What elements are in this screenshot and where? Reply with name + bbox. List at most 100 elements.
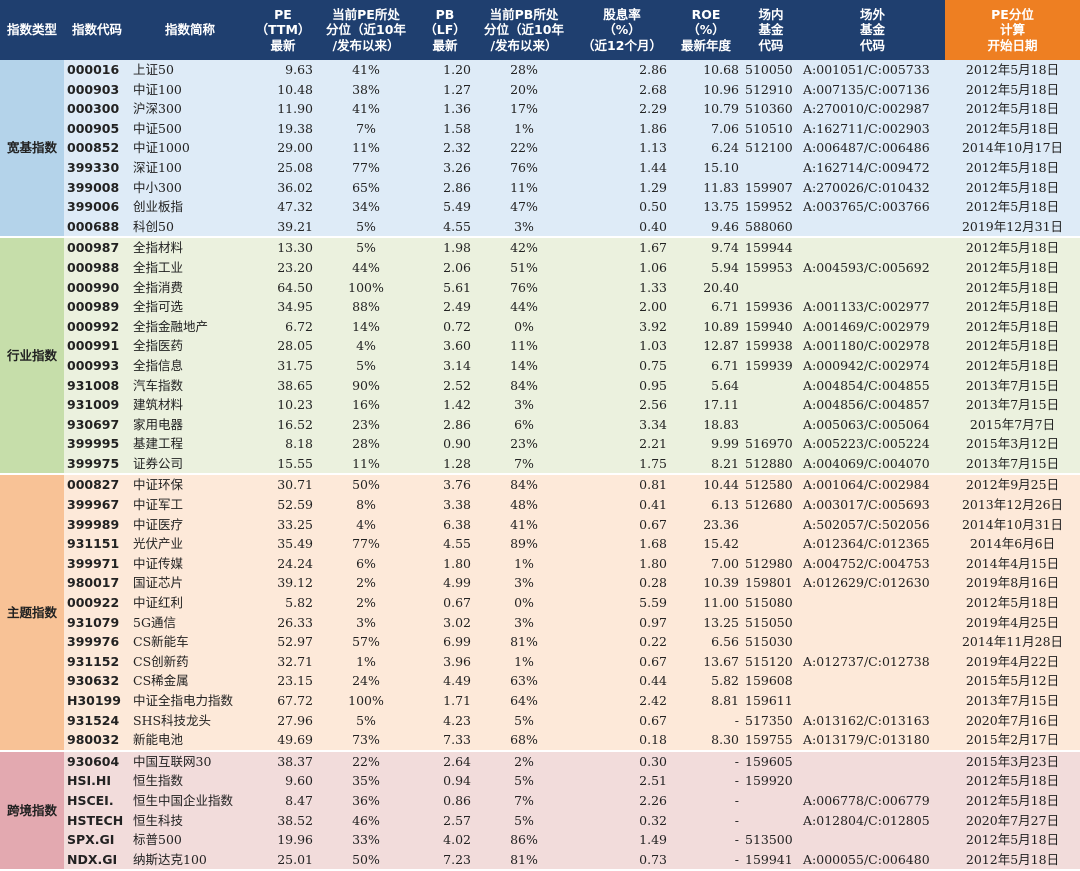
onexchange-fund-code xyxy=(742,515,800,535)
pe-ttm: 5.82 xyxy=(285,595,313,611)
roe: 6.71 xyxy=(711,357,739,373)
dividend-yield: 2.26 xyxy=(639,792,667,808)
index-name: 中证全指电力指数 xyxy=(133,693,234,708)
index-name: 纳斯达克100 xyxy=(130,849,250,871)
pe-start-date: 2012年5月18日 xyxy=(965,792,1060,808)
table-row: HSTECH 恒生科技 38.52 46% 2.57 5% 0.32 - A:012804/C:… xyxy=(0,810,1080,831)
offexchange-fund-code: A:004854/C:004855 xyxy=(803,377,930,393)
pe-start-date: 2012年9月25日 xyxy=(965,477,1060,493)
pb-percentile: 41% xyxy=(510,516,538,532)
pe-percentile: 90% xyxy=(352,377,380,393)
pb-percentile: 76% xyxy=(510,159,538,175)
onexchange-fund-code xyxy=(742,395,800,415)
roe: 8.30 xyxy=(670,730,742,752)
pe-start-date: 2014年10月31日 xyxy=(961,516,1064,532)
pb-lf: 3.76 xyxy=(443,477,471,493)
pe-start-date: 2020年7月27日 xyxy=(965,812,1060,828)
pe-ttm: 67.72 xyxy=(277,693,313,708)
dividend-yield: 0.81 xyxy=(639,477,667,493)
pb-percentile: 3% xyxy=(514,575,534,591)
pb-percentile: 23% xyxy=(510,436,538,452)
roe: 8.81 xyxy=(711,693,739,708)
pe-percentile: 1% xyxy=(356,653,376,669)
pb-percentile: 14% xyxy=(510,357,538,373)
pb-lf: 4.55 xyxy=(416,216,474,239)
offexchange-fund-code: A:004752/C:004753 xyxy=(803,555,930,571)
offexchange-fund-code xyxy=(800,830,945,850)
table-row: 000688 科创50 39.21 5% 4.55 3% 0.40 9.46 588060 201… xyxy=(0,216,1080,239)
dividend-yield: 3.34 xyxy=(639,416,667,432)
pe-ttm: 16.52 xyxy=(277,416,313,432)
pe-percentile: 77% xyxy=(352,159,380,175)
index-name: 全指工业 xyxy=(133,259,184,275)
pe-ttm: 25.08 xyxy=(277,159,313,175)
pe-percentile: 4% xyxy=(356,338,376,354)
header-roe: ROE （%） 最新年度 xyxy=(670,0,742,60)
offexchange-fund-code xyxy=(800,237,945,258)
header-pe-start-date: PE分位 计算 开始日期 xyxy=(945,0,1080,60)
dividend-yield: 3.92 xyxy=(639,318,667,334)
dividend-yield: 1.68 xyxy=(639,536,667,552)
roe: 15.10 xyxy=(703,159,739,175)
index-name: 全指金融地产 xyxy=(133,318,209,334)
offexchange-fund-code: A:000942/C:002974 xyxy=(803,357,930,373)
category-label: 主题指数 xyxy=(0,474,64,752)
index-name: 基建工程 xyxy=(133,436,184,452)
pb-lf: 4.23 xyxy=(443,712,471,728)
pe-ttm: 29.00 xyxy=(277,140,313,156)
pe-ttm: 9.60 xyxy=(285,773,313,789)
pb-percentile: 22% xyxy=(510,140,538,156)
table-row: 931524 SHS科技龙头 27.96 5% 4.23 5% 0.67 -517350 A:0… xyxy=(0,710,1080,731)
roe: 10.96 xyxy=(703,81,739,97)
pe-percentile: 50% xyxy=(352,477,380,493)
roe: 9.74 xyxy=(711,240,739,256)
pe-start-date: 2012年5月18日 xyxy=(965,62,1060,77)
table-row: 宽基指数 000016 上证50 9.63 41% 1.20 28% 2.86 10.68 510… xyxy=(0,60,1080,239)
pe-percentile: 100% xyxy=(348,693,384,708)
pe-ttm: 33.25 xyxy=(277,516,313,532)
index-name: 全指信息 xyxy=(133,357,184,373)
pb-percentile: 64% xyxy=(510,693,538,708)
table-row: 000922 中证红利 5.82 2% 0.67 0% 5.59 11.00 515080 201… xyxy=(0,593,1080,613)
offexchange-fund-code: A:001469/C:002979 xyxy=(803,318,930,334)
offexchange-fund-code: A:005223/C:005224 xyxy=(803,436,930,452)
index-name: 中证1000 xyxy=(133,140,190,156)
roe: 7.00 xyxy=(711,555,739,571)
dividend-yield: 0.73 xyxy=(574,849,670,871)
pe-ttm: 32.71 xyxy=(277,653,313,669)
pb-percentile: 3% xyxy=(514,614,534,630)
pe-percentile: 22% xyxy=(352,753,380,769)
pe-start-date: 2013年7月15日 xyxy=(965,397,1060,413)
table-row: 399989 中证医疗 33.25 4% 6.38 41% 0.67 23.36 A:50205… xyxy=(0,514,1080,535)
pe-start-date: 2014年4月15日 xyxy=(965,555,1060,571)
pe-percentile: 38% xyxy=(352,81,380,97)
pe-ttm: 31.75 xyxy=(277,357,313,373)
pb-percentile: 1% xyxy=(514,555,534,571)
pb-percentile: 81% xyxy=(474,849,574,871)
onexchange-fund-code xyxy=(742,158,800,178)
dividend-yield: 1.80 xyxy=(639,555,667,571)
pb-lf: 3.02 xyxy=(443,614,471,630)
index-name: CS创新药 xyxy=(133,653,189,669)
index-name: 创业板指 xyxy=(133,199,184,215)
table-row: 000905 中证500 19.38 7% 1.58 1% 1.86 7.06 510510 A:… xyxy=(0,118,1080,139)
pb-lf: 2.64 xyxy=(443,753,471,769)
onexchange-fund-code: 510510 xyxy=(745,120,793,136)
index-code: 000988 xyxy=(67,259,120,275)
pe-percentile: 77% xyxy=(352,536,380,552)
index-code: 399989 xyxy=(67,516,120,532)
index-name: CS稀金属 xyxy=(133,673,189,689)
index-code: 980032 xyxy=(64,730,130,752)
pe-start-date: 2012年5月18日 xyxy=(965,120,1060,136)
pe-ttm: 24.24 xyxy=(277,555,313,571)
index-code: 000922 xyxy=(67,595,120,611)
dividend-yield: 0.75 xyxy=(639,357,667,373)
pb-lf: 2.32 xyxy=(443,140,471,156)
table-row: 399971 中证传媒 24.24 6% 1.80 1% 1.80 7.00 512980 A:0… xyxy=(0,553,1080,574)
dividend-yield: 0.40 xyxy=(574,216,670,239)
pe-start-date: 2012年5月18日 xyxy=(965,595,1060,611)
onexchange-fund-code: 159920 xyxy=(745,773,793,789)
onexchange-fund-code: 159953 xyxy=(745,259,793,275)
onexchange-fund-code: 512910 xyxy=(745,81,793,97)
offexchange-fund-code: A:270026/C:010432 xyxy=(803,179,930,195)
